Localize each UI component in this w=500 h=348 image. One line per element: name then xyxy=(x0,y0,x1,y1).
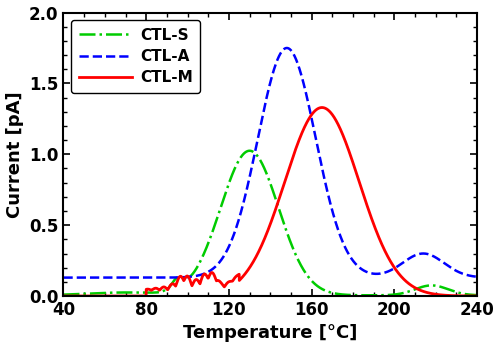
CTL-S xyxy=(132,291,138,295)
Line: CTL-A: CTL-A xyxy=(64,48,477,278)
CTL-A xyxy=(422,252,428,256)
CTL-A xyxy=(219,257,225,261)
Legend: CTL-S, CTL-A, CTL-M: CTL-S, CTL-A, CTL-M xyxy=(71,20,200,93)
CTL-M xyxy=(422,290,428,294)
CTL-M xyxy=(108,294,114,298)
CTL-S xyxy=(246,149,252,153)
Y-axis label: Current [pA]: Current [pA] xyxy=(6,91,24,218)
CTL-M xyxy=(319,105,325,110)
CTL-S xyxy=(368,293,374,298)
CTL-M xyxy=(237,278,243,282)
CTL-S xyxy=(237,156,243,160)
CTL-S xyxy=(474,293,480,297)
CTL-S xyxy=(422,284,428,288)
CTL-A xyxy=(474,275,480,279)
CTL-M xyxy=(60,294,66,298)
CTL-A xyxy=(60,276,66,280)
CTL-A xyxy=(237,213,243,218)
CTL-A xyxy=(132,276,138,280)
Line: CTL-M: CTL-M xyxy=(64,108,477,296)
CTL-S xyxy=(108,291,114,295)
CTL-M xyxy=(474,294,480,298)
CTL-S xyxy=(219,201,225,205)
CTL-A xyxy=(284,46,290,50)
X-axis label: Temperature [°C]: Temperature [°C] xyxy=(183,324,358,342)
CTL-M xyxy=(132,294,138,298)
CTL-A xyxy=(466,274,472,278)
CTL-M xyxy=(466,294,472,298)
CTL-S xyxy=(466,292,472,296)
CTL-A xyxy=(108,276,114,280)
CTL-S xyxy=(60,293,66,297)
CTL-M xyxy=(219,282,225,286)
Line: CTL-S: CTL-S xyxy=(64,151,477,295)
